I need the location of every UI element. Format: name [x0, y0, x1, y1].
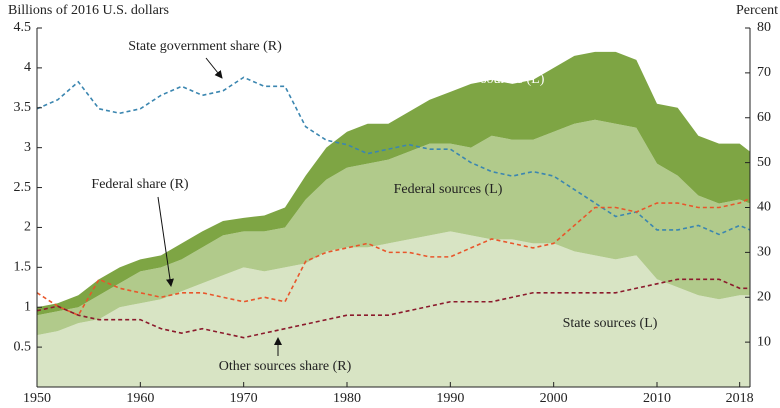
y-tick-label: 3.5	[14, 100, 32, 115]
x-tick-label: 2000	[540, 391, 568, 406]
area	[37, 51, 750, 316]
y-tick-label: 3	[24, 140, 31, 155]
x-tick-label: 1970	[230, 391, 258, 406]
y2-axis-label: Percent	[736, 3, 778, 18]
x-tick-label: 1960	[126, 391, 154, 406]
y2-tick-label: 30	[757, 245, 771, 260]
line	[36, 197, 751, 317]
line	[36, 76, 751, 236]
y2-tick-label: 50	[757, 155, 771, 170]
y2-tick-label: 60	[757, 110, 771, 125]
x-tick-label: 2010	[643, 391, 671, 406]
y2-tick-label: 80	[757, 20, 771, 35]
x-tick-label: 1980	[333, 391, 361, 406]
area	[37, 231, 750, 387]
y-tick-label: 0.5	[14, 339, 32, 354]
y2-tick-label: 40	[757, 200, 771, 215]
area-label: Federal sources (L)	[394, 182, 503, 197]
y-tick-label: 1	[24, 299, 31, 314]
y2-tick-label: 70	[757, 65, 771, 80]
x-tick-label: 1950	[23, 391, 51, 406]
line-label: Federal share (R)	[91, 177, 189, 192]
y-tick-label: 2.5	[14, 180, 32, 195]
y-tick-label: 4	[24, 60, 31, 75]
y2-tick-label: 10	[757, 334, 771, 349]
y-tick-label: 1.5	[14, 260, 32, 275]
x-tick-label: 1990	[436, 391, 464, 406]
lines	[36, 76, 751, 339]
y-tick-label: 2	[24, 220, 31, 235]
line-label: Other sources share (R)	[219, 359, 352, 374]
y2-tick-label: 20	[757, 289, 771, 304]
area-label: State sources (L)	[563, 316, 658, 331]
arrow	[205, 57, 223, 79]
x-tick-label: 2018	[726, 391, 754, 406]
y-tick-label: 4.5	[14, 20, 32, 35]
line-label: State government share (R)	[128, 39, 282, 54]
area-label: Other sources (L)	[446, 72, 545, 87]
axes: 0.5 1 1.5 2 2.5 3 3.5 4 4.5 10 20 30 40 50 60 70 80 1950 1…	[14, 20, 772, 406]
arrow	[157, 196, 174, 287]
y-axis-label: Billions of 2016 U.S. dollars	[8, 3, 169, 18]
areas	[37, 51, 750, 387]
area	[37, 119, 750, 336]
